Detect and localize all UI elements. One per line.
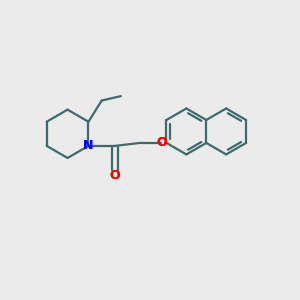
Text: O: O: [156, 136, 166, 149]
Text: O: O: [156, 136, 166, 149]
Text: N: N: [83, 140, 94, 152]
Text: O: O: [110, 169, 120, 182]
Text: N: N: [83, 140, 94, 152]
Text: O: O: [110, 169, 120, 182]
